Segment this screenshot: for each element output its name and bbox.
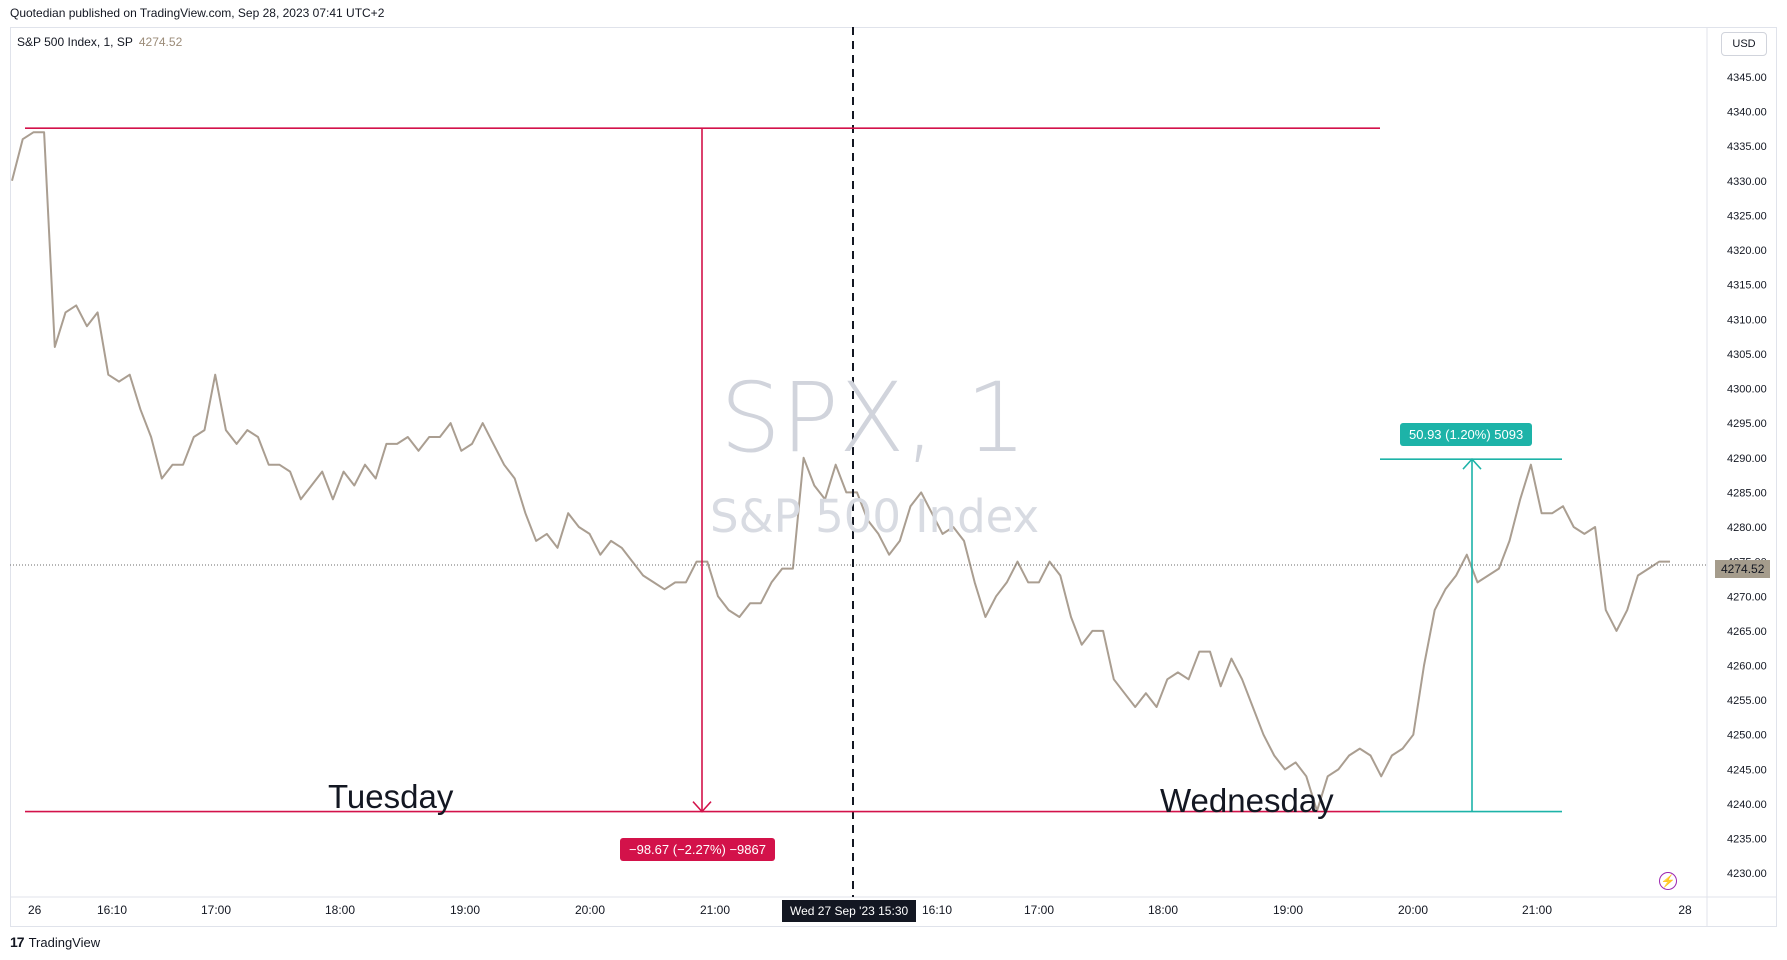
wednesday-label: Wednesday: [1160, 782, 1334, 819]
price-line: [11, 131, 1670, 812]
last-price-label: 4274.52: [1715, 560, 1771, 578]
drop-arrow-head: [692, 801, 712, 813]
y-tick-label: 4255.00: [1727, 695, 1767, 707]
x-tick-label: 20:00: [1398, 903, 1428, 917]
y-tick-label: 4245.00: [1727, 764, 1767, 776]
drop-measure-badge: −98.67 (−2.27%) −9867: [620, 838, 775, 861]
symbol-last-value: 4274.52: [138, 35, 183, 49]
watermark-subtitle: S&P 500 Index: [710, 490, 1040, 543]
rise-arrow-head: [1462, 457, 1482, 470]
y-tick-label: 4235.00: [1727, 834, 1767, 846]
y-tick-label: 4260.00: [1727, 660, 1767, 672]
tradingview-icon: 17: [10, 934, 25, 950]
x-tick-label: 19:00: [450, 903, 480, 917]
x-tick-label: 19:00: [1273, 903, 1303, 917]
tradingview-logo[interactable]: 17 TradingView: [10, 934, 100, 950]
symbol-legend[interactable]: S&P 500 Index, 1, SP 4274.52: [17, 35, 182, 49]
lightning-icon[interactable]: ⚡: [1659, 872, 1677, 890]
rise-measure-badge: 50.93 (1.20%) 5093: [1400, 423, 1533, 446]
y-tick-label: 4270.00: [1727, 591, 1767, 603]
publisher-header: Quotedian published on TradingView.com, …: [10, 6, 385, 20]
y-tick-label: 4265.00: [1727, 626, 1767, 638]
y-tick-label: 4345.00: [1727, 72, 1767, 84]
currency-button[interactable]: USD: [1721, 32, 1767, 56]
x-tick-label: 18:00: [325, 903, 355, 917]
y-tick-label: 4340.00: [1727, 107, 1767, 119]
y-tick-label: 4315.00: [1727, 280, 1767, 292]
y-tick-label: 4305.00: [1727, 349, 1767, 361]
x-tick-label: 16:10: [922, 903, 952, 917]
watermark-title: SPX, 1: [720, 362, 1027, 474]
y-tick-label: 4280.00: [1727, 522, 1767, 534]
y-tick-label: 4300.00: [1727, 384, 1767, 396]
y-tick-label: 4290.00: [1727, 453, 1767, 465]
tradingview-logo-text: TradingView: [28, 934, 101, 950]
x-tick-label: 21:00: [1522, 903, 1552, 917]
crosshair-time-label: Wed 27 Sep '23 15:30: [782, 900, 917, 922]
y-tick-label: 4335.00: [1727, 141, 1767, 153]
y-tick-label: 4325.00: [1727, 210, 1767, 222]
y-tick-label: 4330.00: [1727, 176, 1767, 188]
x-tick-label: 21:00: [700, 903, 730, 917]
symbol-name: S&P 500 Index, 1, SP: [17, 35, 133, 49]
y-tick-label: 4310.00: [1727, 314, 1767, 326]
y-tick-label: 4250.00: [1727, 730, 1767, 742]
y-tick-label: 4285.00: [1727, 487, 1767, 499]
x-tick-label: 26: [28, 903, 42, 917]
x-tick-label: 17:00: [201, 903, 231, 917]
x-tick-label: 28: [1678, 903, 1692, 917]
x-tick-label: 18:00: [1148, 903, 1178, 917]
x-tick-label: 20:00: [575, 903, 605, 917]
y-tick-label: 4320.00: [1727, 245, 1767, 257]
x-tick-label: 17:00: [1024, 903, 1054, 917]
tuesday-label: Tuesday: [328, 778, 454, 815]
y-tick-label: 4240.00: [1727, 799, 1767, 811]
y-tick-label: 4230.00: [1727, 868, 1767, 880]
y-tick-label: 4295.00: [1727, 418, 1767, 430]
chart-frame: [10, 27, 1777, 927]
x-tick-label: 16:10: [97, 903, 127, 917]
